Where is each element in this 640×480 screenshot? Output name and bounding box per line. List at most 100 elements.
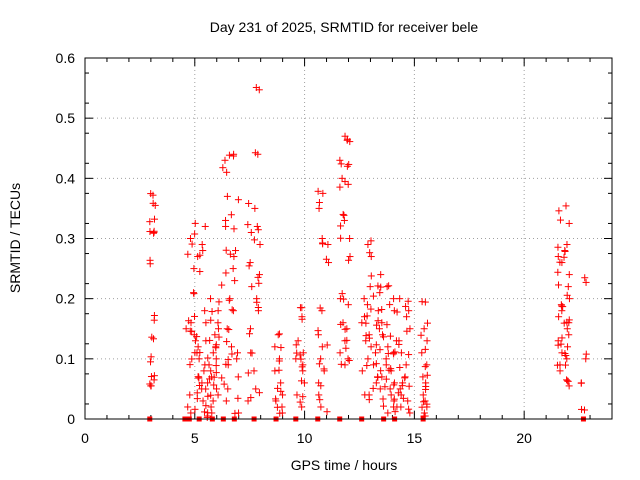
data-point	[226, 295, 234, 303]
data-point	[208, 308, 216, 316]
data-point	[565, 271, 573, 279]
data-point	[367, 343, 375, 351]
data-point	[246, 259, 254, 267]
data-point	[297, 355, 305, 363]
data-point	[565, 331, 573, 339]
data-point	[229, 307, 237, 315]
data-point	[367, 272, 375, 280]
data-point	[381, 383, 389, 391]
data-point	[184, 250, 192, 258]
chart-title: Day 231 of 2025, SRMTID for receiver bel…	[210, 19, 479, 35]
data-point	[319, 239, 327, 247]
data-point	[315, 360, 323, 368]
data-point	[423, 337, 431, 345]
data-point	[341, 325, 349, 333]
data-point	[222, 216, 230, 224]
data-point	[277, 379, 285, 387]
data-point	[234, 373, 242, 381]
data-point	[365, 396, 373, 404]
data-point	[276, 409, 284, 417]
data-point	[379, 395, 387, 403]
data-point	[233, 349, 241, 357]
data-point	[223, 192, 231, 200]
data-point	[147, 353, 155, 361]
data-point	[565, 382, 573, 390]
data-point	[374, 317, 382, 325]
data-point	[372, 379, 380, 387]
data-point	[563, 355, 571, 363]
data-point	[582, 350, 590, 358]
data-point	[234, 196, 242, 204]
data-point	[390, 397, 398, 405]
data-point	[150, 316, 158, 324]
data-point	[315, 391, 323, 399]
x-axis-title: GPS time / hours	[291, 457, 398, 473]
data-point	[210, 381, 218, 389]
data-point	[253, 298, 261, 306]
data-point	[194, 343, 202, 351]
data-point	[244, 221, 252, 229]
data-point	[251, 149, 259, 157]
data-point	[362, 319, 370, 327]
data-point	[231, 409, 239, 417]
data-point	[224, 356, 232, 364]
data-point	[345, 256, 353, 264]
data-point	[358, 367, 366, 375]
data-point	[320, 365, 328, 373]
data-point	[558, 334, 566, 342]
data-point	[418, 403, 426, 411]
data-point	[202, 385, 210, 393]
data-point	[220, 380, 228, 388]
data-point	[367, 253, 375, 261]
data-point	[564, 377, 572, 385]
data-point	[222, 222, 230, 230]
data-point	[319, 189, 327, 197]
data-point	[191, 312, 199, 320]
data-point	[557, 340, 565, 348]
data-point	[253, 222, 261, 230]
data-point	[223, 325, 231, 333]
data-point	[214, 391, 222, 399]
data-point	[405, 307, 413, 315]
data-point	[360, 313, 368, 321]
data-point	[147, 382, 155, 390]
data-point	[338, 290, 346, 298]
data-point	[182, 325, 190, 333]
data-point	[405, 351, 413, 359]
data-point	[205, 361, 213, 369]
data-point	[186, 361, 194, 369]
data-point	[228, 343, 236, 351]
data-point	[382, 375, 390, 383]
data-point	[215, 298, 223, 306]
data-point	[390, 295, 398, 303]
data-point	[230, 225, 238, 233]
data-point	[191, 219, 199, 227]
data-point	[396, 385, 404, 393]
data-point	[199, 247, 207, 255]
data-point	[297, 377, 305, 385]
data-point	[147, 358, 155, 366]
plot-frame	[84, 57, 613, 420]
data-point	[564, 343, 572, 351]
data-point	[403, 313, 411, 321]
data-point	[254, 273, 262, 281]
data-point	[385, 366, 393, 374]
data-point	[373, 321, 381, 329]
data-point	[246, 325, 254, 333]
data-point	[298, 363, 306, 371]
data-point	[393, 308, 401, 316]
data-point	[200, 408, 208, 416]
data-point	[229, 265, 237, 273]
data-point	[315, 198, 323, 206]
data-point	[420, 325, 428, 333]
data-points	[146, 83, 590, 422]
x-tick-label: 10	[297, 430, 313, 446]
data-point	[380, 333, 388, 341]
data-point	[293, 349, 301, 357]
data-point	[272, 395, 280, 403]
data-point	[188, 240, 196, 248]
data-point	[225, 151, 233, 159]
data-point	[384, 409, 392, 417]
data-point	[190, 265, 198, 273]
data-point	[207, 295, 215, 303]
